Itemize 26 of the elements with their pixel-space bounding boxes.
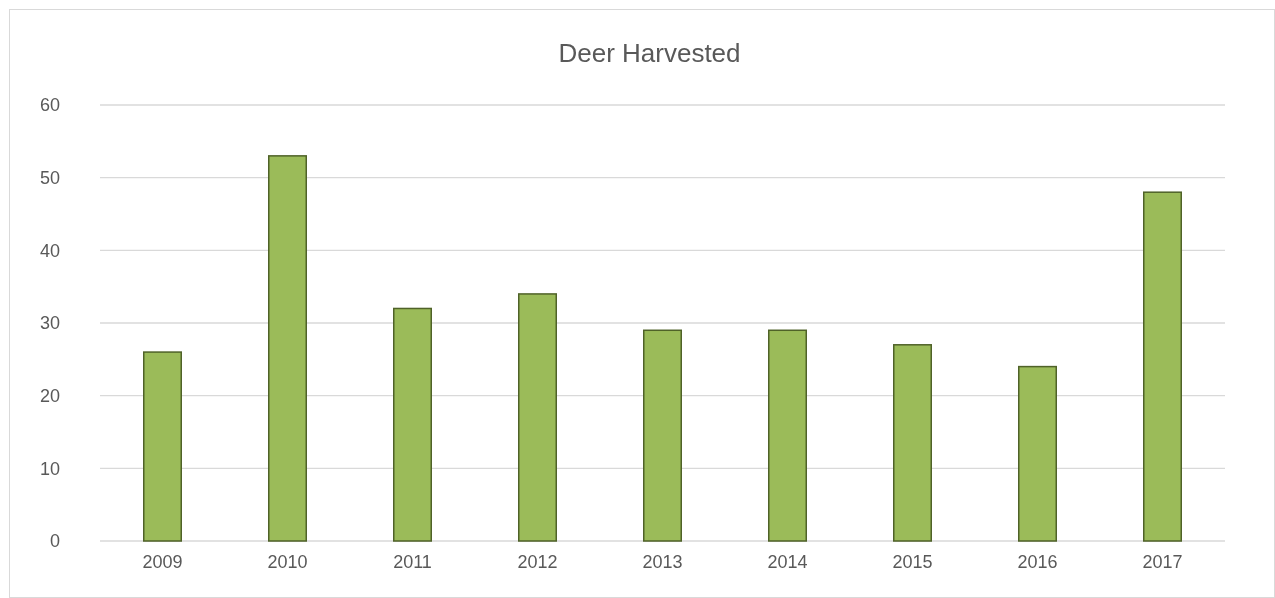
y-tick-label: 30 bbox=[39, 313, 60, 334]
x-tick-label: 2016 bbox=[1017, 551, 1058, 572]
y-tick-label: 20 bbox=[39, 385, 60, 406]
x-tick-label: 2017 bbox=[1142, 551, 1183, 572]
x-tick-label: 2013 bbox=[642, 551, 683, 572]
bar bbox=[643, 329, 682, 542]
chart-title: Deer Harvested bbox=[558, 38, 741, 68]
y-tick-label: 60 bbox=[39, 95, 60, 116]
bar bbox=[143, 351, 182, 542]
bar bbox=[1018, 365, 1057, 542]
y-tick-label: 10 bbox=[39, 458, 60, 479]
bar bbox=[393, 307, 432, 542]
bar bbox=[893, 344, 932, 542]
x-tick-label: 2015 bbox=[892, 551, 933, 572]
y-tick-label: 40 bbox=[39, 240, 60, 261]
bar bbox=[768, 329, 807, 542]
bar bbox=[518, 293, 557, 542]
x-tick-label: 2014 bbox=[767, 551, 808, 572]
x-tick-label: 2012 bbox=[517, 551, 558, 572]
y-tick-label: 50 bbox=[39, 167, 60, 188]
y-tick-label: 0 bbox=[49, 531, 60, 552]
x-tick-label: 2011 bbox=[393, 551, 432, 572]
x-tick-label: 2010 bbox=[267, 551, 308, 572]
bar bbox=[268, 155, 307, 542]
x-tick-label: 2009 bbox=[142, 551, 183, 572]
bar bbox=[1143, 191, 1182, 542]
